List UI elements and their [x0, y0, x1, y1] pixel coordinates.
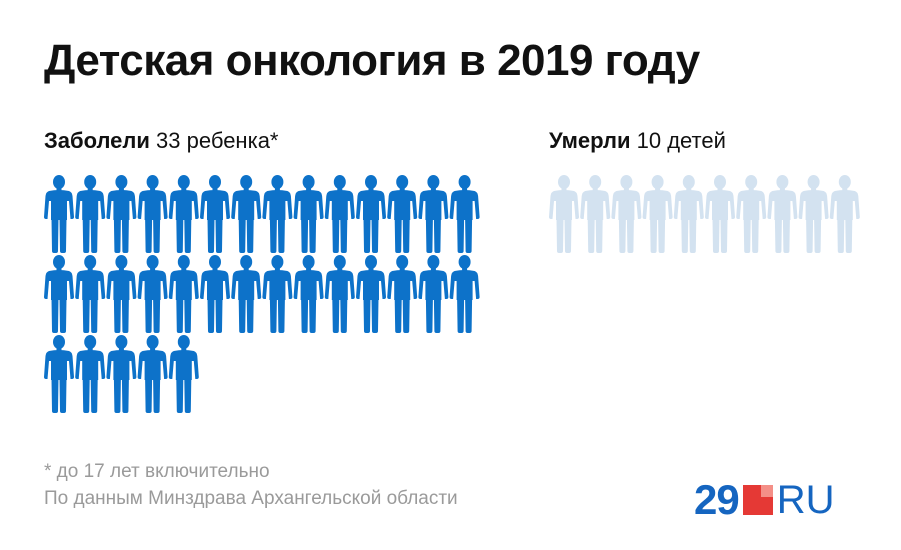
page-title: Детская онкология в 2019 году [44, 36, 700, 85]
sick-child-figure-icon-27 [418, 255, 449, 333]
sick-child-figure-icon-33 [168, 335, 199, 413]
sick-child-figure-icon-23 [293, 255, 324, 333]
dead-child-figure-icon-1 [549, 175, 579, 253]
sick-child-figure-icon-18 [137, 255, 168, 333]
sick-child-figure-icon-26 [387, 255, 418, 333]
sick-child-figure-icon-29 [44, 335, 74, 413]
site-logo[interactable]: 29 RU [694, 476, 835, 523]
logo-suffix: RU [776, 478, 835, 522]
sick-child-figure-icon-12 [387, 175, 418, 253]
sick-child-figure-icon-4 [137, 175, 168, 253]
sick-child-figure-icon-11 [356, 175, 386, 253]
sick-child-figure-icon-15 [44, 255, 74, 333]
sick-child-figure-icon-8 [262, 175, 293, 253]
sick-child-figure-icon-3 [106, 175, 137, 253]
dead-label-bold: Умерли [549, 128, 631, 153]
sick-child-figure-icon-32 [137, 335, 168, 413]
dead-child-figure-icon-7 [736, 175, 767, 253]
sick-child-figure-icon-10 [324, 175, 355, 253]
sick-child-figure-icon-22 [262, 255, 293, 333]
logo-number: 29 [694, 476, 740, 523]
logo-squares-icon [742, 485, 773, 515]
sick-child-figure-icon-2 [75, 175, 106, 253]
sick-child-figure-icon-13 [418, 175, 449, 253]
footnote-age: * до 17 лет включительно [44, 461, 270, 482]
sick-child-figure-icon-9 [293, 175, 324, 253]
dead-child-figure-icon-4 [642, 175, 673, 253]
sick-child-figure-icon-21 [231, 255, 262, 333]
sick-child-figure-icon-30 [75, 335, 106, 413]
footnote-source: По данным Минздрава Архангельской област… [44, 488, 458, 509]
sick-child-figure-icon-24 [324, 255, 355, 333]
sick-child-figure-icon-19 [168, 255, 199, 333]
sick-child-figure-icon-17 [106, 255, 137, 333]
sick-child-figure-icon-31 [106, 335, 137, 413]
dead-child-figure-icon-8 [767, 175, 798, 253]
sick-label-count: 33 ребенка* [149, 128, 279, 153]
sick-child-figure-icon-28 [449, 255, 480, 333]
dead-child-figure-icon-9 [798, 175, 829, 253]
dead-label-count: 10 детей [630, 128, 726, 153]
sick-child-figure-icon-1 [44, 175, 74, 253]
dead-child-figure-icon-6 [705, 175, 735, 253]
sick-child-figure-icon-25 [356, 255, 386, 333]
dead-child-figure-icon-5 [673, 175, 704, 253]
sick-pictogram [44, 175, 480, 413]
sick-child-figure-icon-16 [75, 255, 106, 333]
dead-child-figure-icon-10 [829, 175, 860, 253]
dead-child-figure-icon-3 [611, 175, 642, 253]
dead-group-label: Умерли 10 детей [549, 128, 726, 154]
dead-pictogram [549, 175, 860, 253]
sick-child-figure-icon-7 [231, 175, 262, 253]
sick-group-label: Заболели 33 ребенка* [44, 128, 278, 154]
dead-child-figure-icon-2 [580, 175, 611, 253]
sick-child-figure-icon-14 [449, 175, 480, 253]
sick-child-figure-icon-20 [200, 255, 230, 333]
sick-label-bold: Заболели [44, 128, 150, 153]
sick-child-figure-icon-6 [200, 175, 230, 253]
sick-child-figure-icon-5 [168, 175, 199, 253]
